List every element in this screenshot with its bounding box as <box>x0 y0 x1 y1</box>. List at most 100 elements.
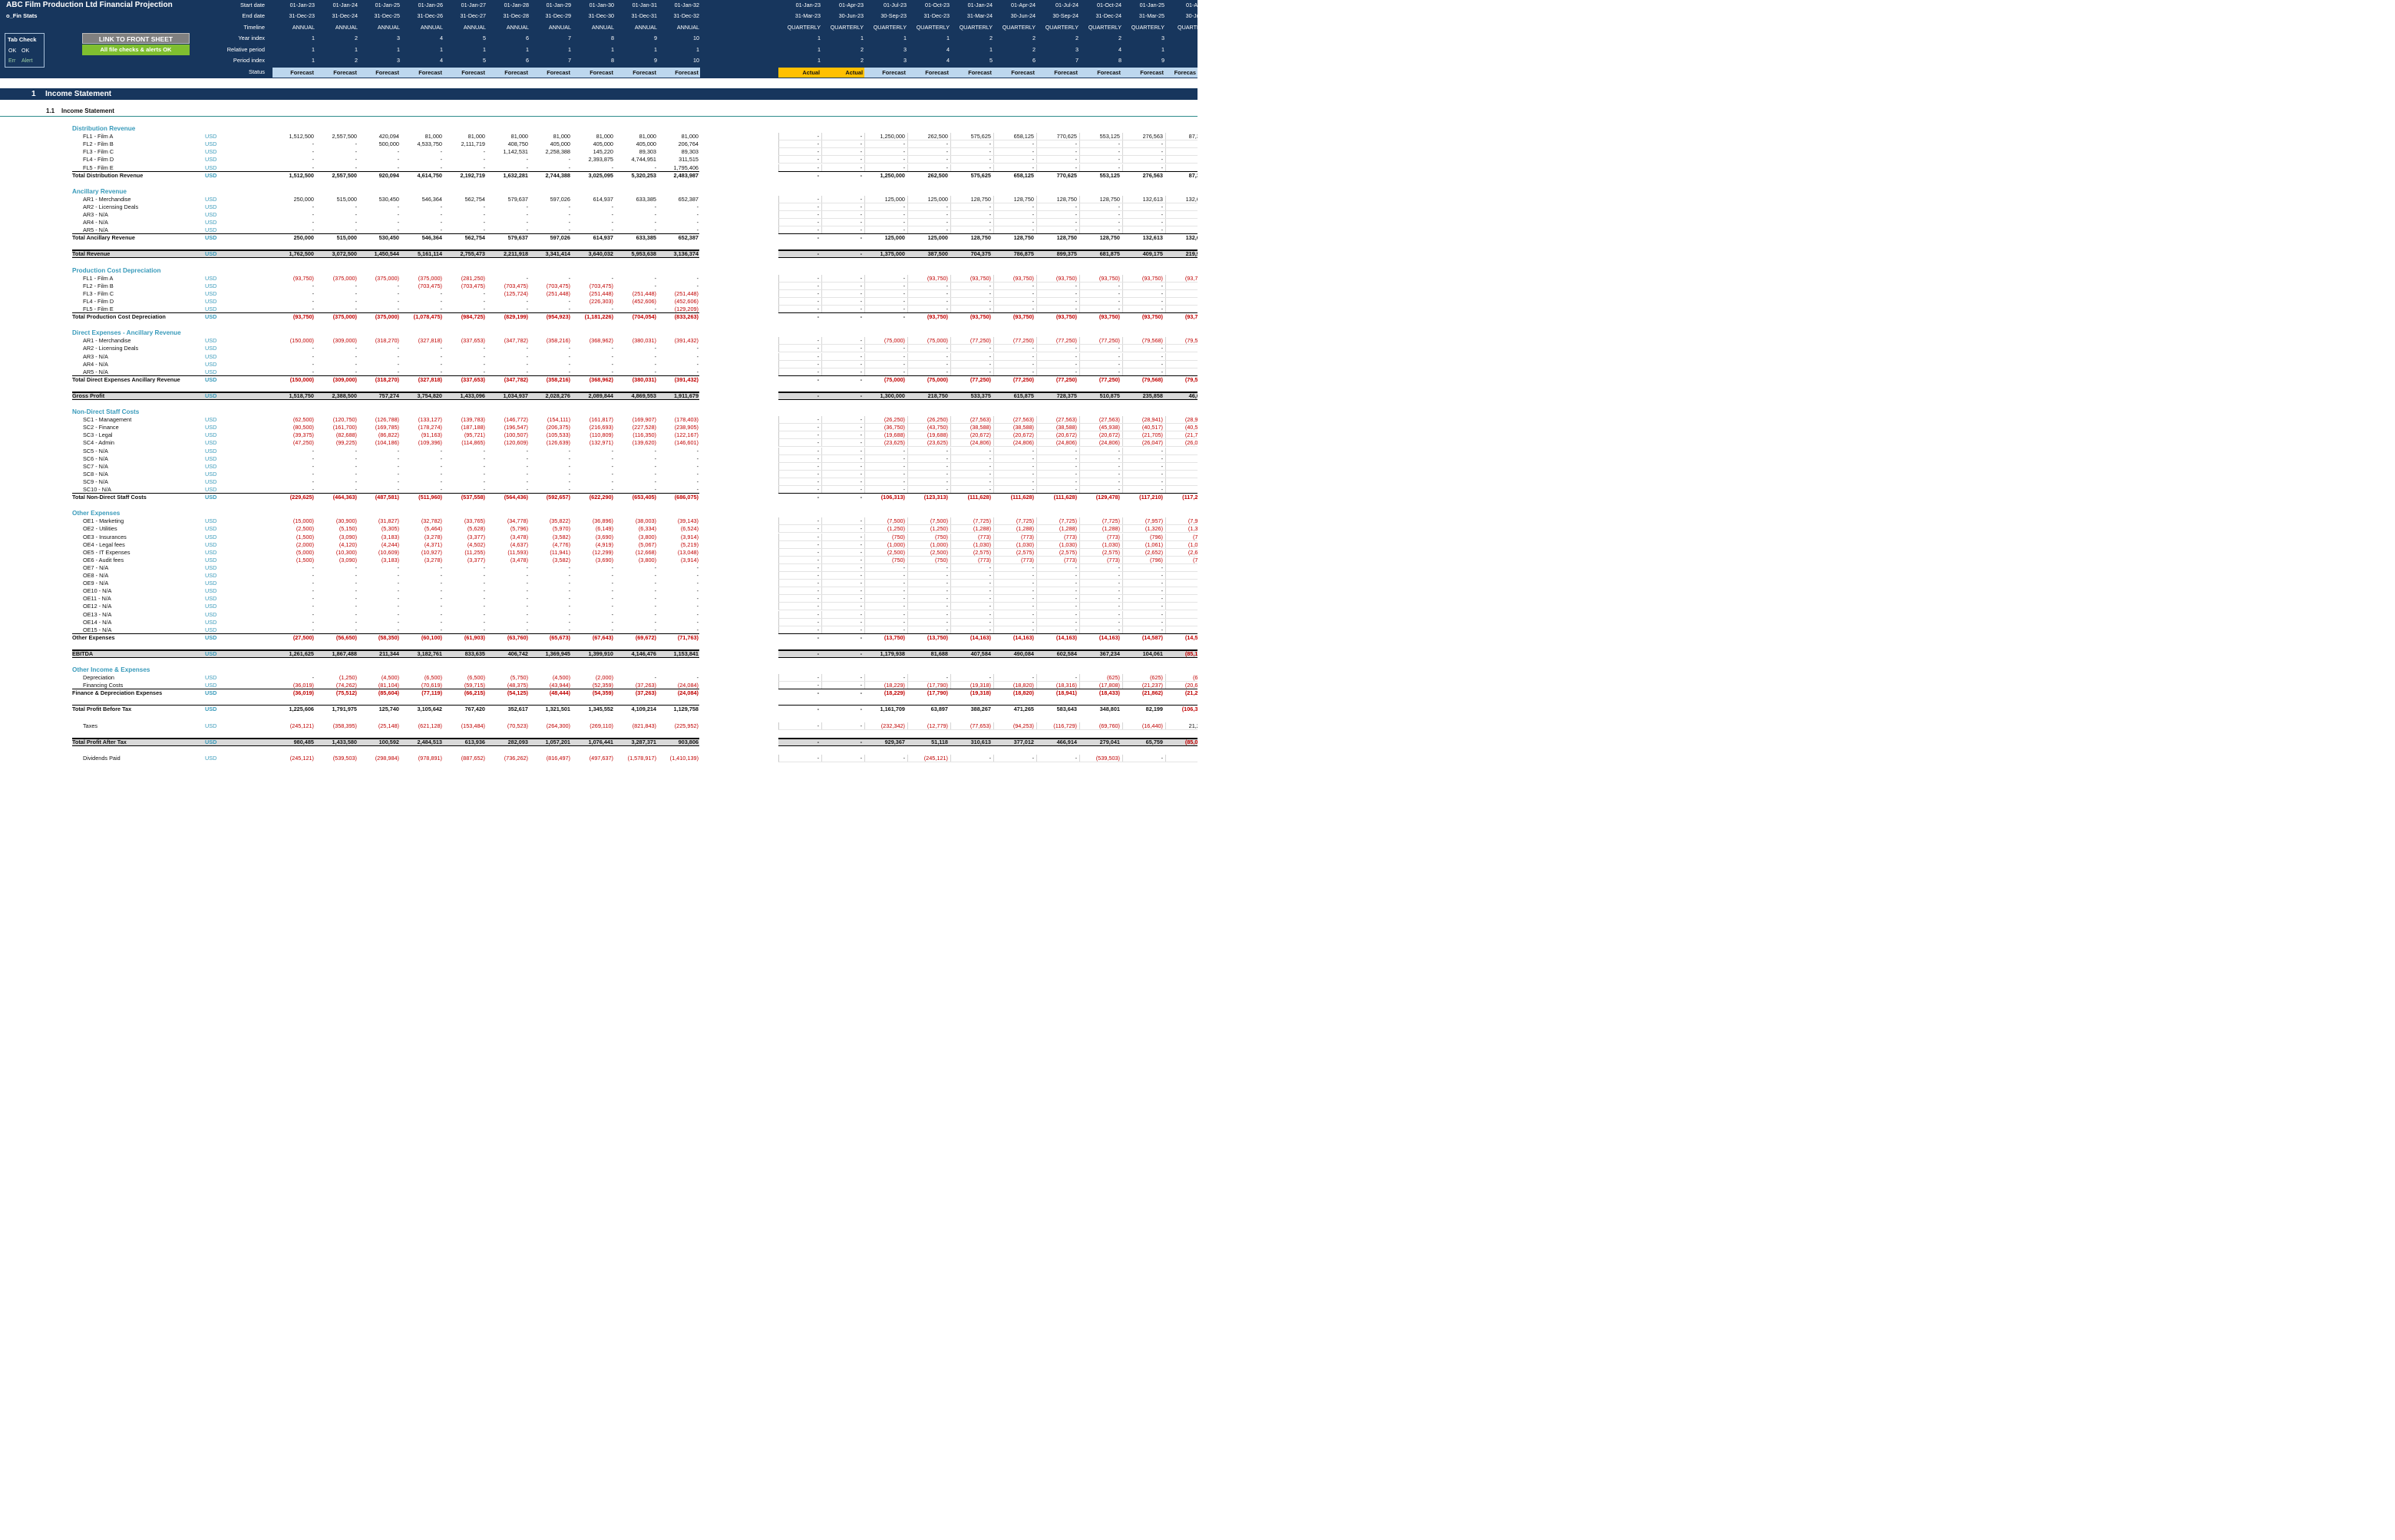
annual-value-cell[interactable]: (120,609) <box>504 439 528 447</box>
quarterly-value-cell[interactable]: (117,210) <box>1182 494 1198 501</box>
quarterly-value-cell[interactable]: 128,750 <box>1013 195 1034 203</box>
annual-value-cell[interactable]: - <box>568 572 570 579</box>
quarterly-value-cell[interactable]: - <box>860 454 862 462</box>
quarterly-value-cell[interactable]: - <box>1118 203 1120 210</box>
annual-value-cell[interactable]: (704,054) <box>632 313 656 321</box>
annual-value-cell[interactable]: 2,484,513 <box>417 738 442 745</box>
quarterly-value-cell[interactable]: - <box>1164 755 1198 762</box>
quarterly-value-cell[interactable]: 132,613 <box>1185 234 1198 242</box>
quarterly-value-cell[interactable]: - <box>1032 478 1034 485</box>
annual-value-cell[interactable]: - <box>355 360 357 368</box>
row-label[interactable]: Other Expenses <box>72 633 115 641</box>
annual-value-cell[interactable]: (110,809) <box>590 431 613 439</box>
annual-value-cell[interactable]: (3,800) <box>638 556 656 563</box>
quarterly-value-cell[interactable]: (1,288) <box>1016 525 1034 533</box>
annual-value-cell[interactable]: (196,547) <box>504 424 528 431</box>
quarterly-value-cell[interactable]: - <box>860 447 862 454</box>
quarterly-value-cell[interactable]: - <box>817 140 819 148</box>
quarterly-value-cell[interactable]: - <box>1032 203 1034 210</box>
quarterly-value-cell[interactable]: 128,750 <box>1099 234 1120 242</box>
annual-value-cell[interactable]: (226,303) <box>589 297 613 305</box>
annual-value-cell[interactable]: (82,688) <box>335 431 357 439</box>
quarterly-value-cell[interactable]: - <box>946 486 948 493</box>
annual-value-cell[interactable]: (114,865) <box>461 439 485 447</box>
quarterly-value-cell[interactable]: - <box>1032 219 1034 226</box>
quarterly-value-cell[interactable]: - <box>860 439 862 447</box>
quarterly-value-cell[interactable]: 575,625 <box>970 133 991 140</box>
annual-value-cell[interactable]: - <box>440 368 442 375</box>
quarterly-value-cell[interactable]: 1,179,938 <box>880 649 905 657</box>
quarterly-value-cell[interactable]: - <box>860 345 862 352</box>
annual-value-cell[interactable]: - <box>611 306 613 312</box>
quarterly-value-cell[interactable]: (21,705) <box>1141 431 1163 439</box>
row-label[interactable]: AR5 - N/A <box>83 226 108 234</box>
quarterly-value-cell[interactable]: - <box>860 494 862 501</box>
annual-value-cell[interactable]: - <box>568 274 570 282</box>
quarterly-value-cell[interactable]: - <box>817 626 819 633</box>
annual-value-cell[interactable]: 4,614,750 <box>417 171 442 179</box>
annual-value-cell[interactable]: - <box>526 211 528 218</box>
annual-value-cell[interactable]: - <box>355 572 357 579</box>
quarterly-value-cell[interactable]: - <box>860 595 862 603</box>
annual-value-cell[interactable]: - <box>355 345 357 352</box>
row-label[interactable]: Total Ancillary Revenue <box>72 234 135 242</box>
annual-value-cell[interactable]: - <box>355 211 357 218</box>
annual-value-cell[interactable]: (37,263) <box>635 689 656 697</box>
annual-value-cell[interactable]: - <box>526 580 528 587</box>
quarterly-value-cell[interactable]: - <box>903 282 905 289</box>
annual-value-cell[interactable]: 125,740 <box>378 706 399 713</box>
quarterly-value-cell[interactable]: - <box>817 618 819 626</box>
quarterly-value-cell[interactable]: - <box>946 140 948 148</box>
quarterly-value-cell[interactable]: (1,061) <box>1145 540 1163 548</box>
annual-value-cell[interactable]: 145,220 <box>593 148 613 156</box>
annual-value-cell[interactable]: (375,000) <box>418 274 442 282</box>
quarterly-value-cell[interactable]: - <box>860 517 862 525</box>
annual-value-cell[interactable]: (358,216) <box>546 337 570 345</box>
quarterly-value-cell[interactable]: - <box>1118 454 1120 462</box>
quarterly-value-cell[interactable]: (28,941) <box>1184 416 1198 424</box>
quarterly-value-cell[interactable]: (1,326) <box>1188 525 1198 533</box>
quarterly-value-cell[interactable]: - <box>1032 486 1034 493</box>
annual-value-cell[interactable]: (337,653) <box>461 375 485 383</box>
quarterly-value-cell[interactable]: 615,875 <box>1013 392 1034 399</box>
quarterly-value-cell[interactable]: - <box>989 478 991 485</box>
annual-value-cell[interactable]: (150,000) <box>289 375 314 383</box>
annual-value-cell[interactable]: - <box>397 478 399 485</box>
annual-value-cell[interactable]: - <box>397 352 399 360</box>
annual-value-cell[interactable]: (52,359) <box>592 682 613 689</box>
quarterly-value-cell[interactable]: (93,750) <box>927 313 948 321</box>
row-label[interactable]: SC7 - N/A <box>83 462 108 470</box>
quarterly-value-cell[interactable]: 219,988 <box>1185 250 1198 258</box>
annual-value-cell[interactable]: - <box>397 603 399 610</box>
quarterly-value-cell[interactable]: - <box>946 297 948 305</box>
annual-value-cell[interactable]: - <box>312 603 314 610</box>
annual-value-cell[interactable]: 1,512,500 <box>289 133 314 140</box>
quarterly-value-cell[interactable]: 262,500 <box>927 133 948 140</box>
quarterly-value-cell[interactable]: (23,625) <box>884 439 905 447</box>
quarterly-value-cell[interactable]: - <box>1164 140 1198 148</box>
row-label[interactable]: OE10 - N/A <box>83 587 112 595</box>
annual-value-cell[interactable]: (5,219) <box>680 540 699 548</box>
annual-value-cell[interactable]: - <box>611 572 613 579</box>
annual-value-cell[interactable]: - <box>696 226 699 234</box>
annual-value-cell[interactable]: - <box>312 282 314 289</box>
annual-value-cell[interactable]: - <box>568 462 570 470</box>
annual-value-cell[interactable]: 2,211,918 <box>503 250 528 258</box>
quarterly-value-cell[interactable]: - <box>817 282 819 289</box>
annual-value-cell[interactable]: (36,896) <box>592 517 613 525</box>
quarterly-value-cell[interactable]: - <box>860 626 862 633</box>
quarterly-value-cell[interactable]: - <box>1118 610 1120 618</box>
annual-value-cell[interactable]: (125,724) <box>504 289 528 297</box>
annual-value-cell[interactable]: (358,216) <box>546 375 570 383</box>
quarterly-value-cell[interactable]: - <box>1032 297 1034 305</box>
quarterly-value-cell[interactable]: - <box>1075 226 1077 234</box>
annual-value-cell[interactable]: 500,000 <box>378 140 399 148</box>
quarterly-value-cell[interactable]: (77,250) <box>970 375 991 383</box>
quarterly-value-cell[interactable]: 387,500 <box>927 250 948 258</box>
quarterly-value-cell[interactable]: - <box>1118 289 1120 297</box>
quarterly-value-cell[interactable]: - <box>1075 563 1077 571</box>
annual-value-cell[interactable]: (1,578,917) <box>627 754 656 762</box>
quarterly-value-cell[interactable]: (19,318) <box>970 682 991 689</box>
quarterly-value-cell[interactable]: - <box>817 171 819 179</box>
annual-value-cell[interactable]: - <box>696 345 699 352</box>
